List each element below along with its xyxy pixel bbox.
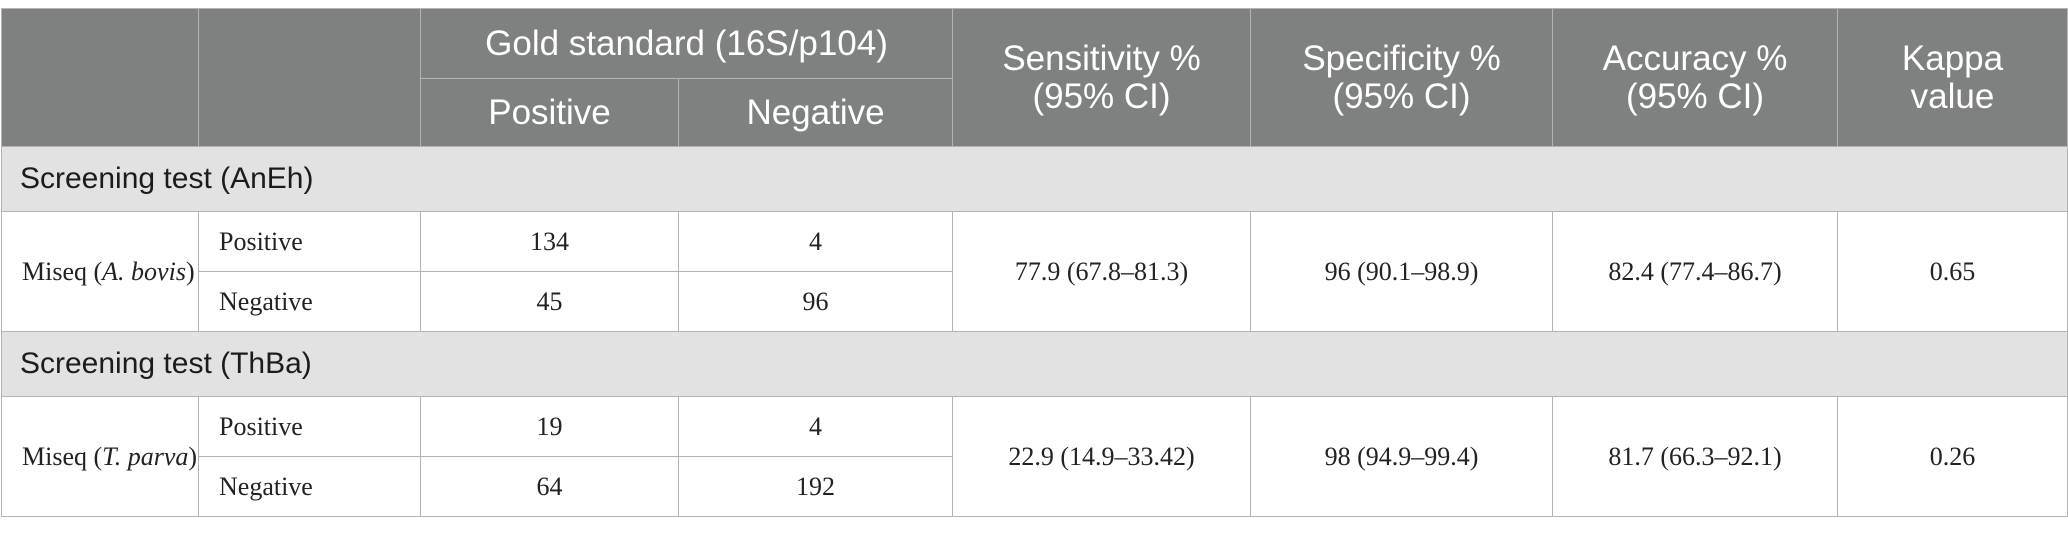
positive-header: Positive — [420, 78, 679, 147]
gold-negative-value: 4 — [677, 396, 954, 457]
row-label-negative: Negative — [198, 456, 421, 517]
gold-positive-value: 45 — [420, 271, 679, 332]
accuracy-header: Accuracy % (95% CI) — [1552, 8, 1839, 147]
section-title: Screening test (ThBa) — [0, 331, 2068, 397]
gold-positive-value: 19 — [420, 396, 679, 457]
empty-header-cell — [1, 8, 199, 147]
gold-negative-value: 4 — [677, 211, 954, 272]
method-label: Miseq (T. parva) — [1, 396, 199, 517]
specificity-header: Specificity % (95% CI) — [1250, 8, 1554, 147]
sensitivity-header: Sensitivity % (95% CI) — [952, 8, 1252, 147]
gold-positive-value: 134 — [420, 211, 679, 272]
section-title: Screening test (AnEh) — [0, 146, 2068, 212]
row-label-positive: Positive — [198, 396, 421, 457]
kappa-value: 0.26 — [1837, 396, 2068, 517]
specificity-value: 96 (90.1–98.9) — [1250, 211, 1554, 332]
accuracy-value: 82.4 (77.4–86.7) — [1552, 211, 1839, 332]
diagnostic-accuracy-table: Gold standard (16S/p104) Sensitivity % (… — [0, 8, 2068, 517]
kappa-value: 0.65 — [1837, 211, 2068, 332]
negative-header: Negative — [677, 78, 954, 147]
gold-standard-header: Gold standard (16S/p104) — [419, 8, 954, 79]
sensitivity-value: 22.9 (14.9–33.42) — [952, 396, 1252, 517]
specificity-value: 98 (94.9–99.4) — [1250, 396, 1554, 517]
gold-negative-value: 96 — [677, 271, 954, 332]
sensitivity-value: 77.9 (67.8–81.3) — [952, 211, 1252, 332]
results-table-container: Gold standard (16S/p104) Sensitivity % (… — [0, 8, 2068, 517]
kappa-header: Kappa value — [1837, 8, 2068, 147]
accuracy-value: 81.7 (66.3–92.1) — [1552, 396, 1839, 517]
empty-header-cell — [198, 8, 421, 147]
gold-negative-value: 192 — [677, 456, 954, 517]
row-label-positive: Positive — [198, 211, 421, 272]
method-label: Miseq (A. bovis) — [1, 211, 199, 332]
gold-positive-value: 64 — [420, 456, 679, 517]
row-label-negative: Negative — [198, 271, 421, 332]
